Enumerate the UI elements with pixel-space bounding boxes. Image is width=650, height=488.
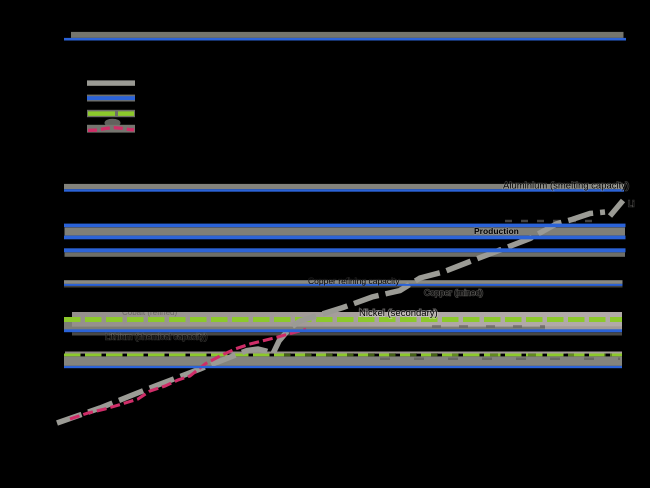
- svg-text:Aluminium (smelting capacity): Aluminium (smelting capacity): [503, 181, 629, 192]
- svg-text:Supply capacity: Supply capacity: [142, 93, 206, 103]
- svg-text:60: 60: [30, 34, 40, 44]
- svg-text:Copper (mined): Copper (mined): [424, 288, 483, 298]
- svg-text:0: 0: [35, 422, 40, 432]
- svg-text:Li: Li: [628, 200, 634, 209]
- svg-text:2015: 2015: [90, 438, 110, 448]
- svg-text:Lithium (chemical capacity): Lithium (chemical capacity): [105, 332, 208, 342]
- svg-text:Copper refining capacity: Copper refining capacity: [308, 276, 400, 286]
- svg-text:Cobalt (refined): Cobalt (refined): [122, 308, 177, 317]
- svg-text:Demand (historical): Demand (historical): [142, 123, 220, 133]
- svg-text:Production: Production: [474, 226, 519, 236]
- svg-text:Mining and production capacity: Mining and production capacity versus de…: [65, 5, 316, 19]
- svg-text:Secondary supply: Secondary supply: [142, 108, 214, 118]
- svg-text:Demand (projected): Demand (projected): [142, 79, 222, 89]
- svg-text:Nickel (secondary): Nickel (secondary): [359, 308, 438, 319]
- svg-text:2030: 2030: [600, 438, 620, 448]
